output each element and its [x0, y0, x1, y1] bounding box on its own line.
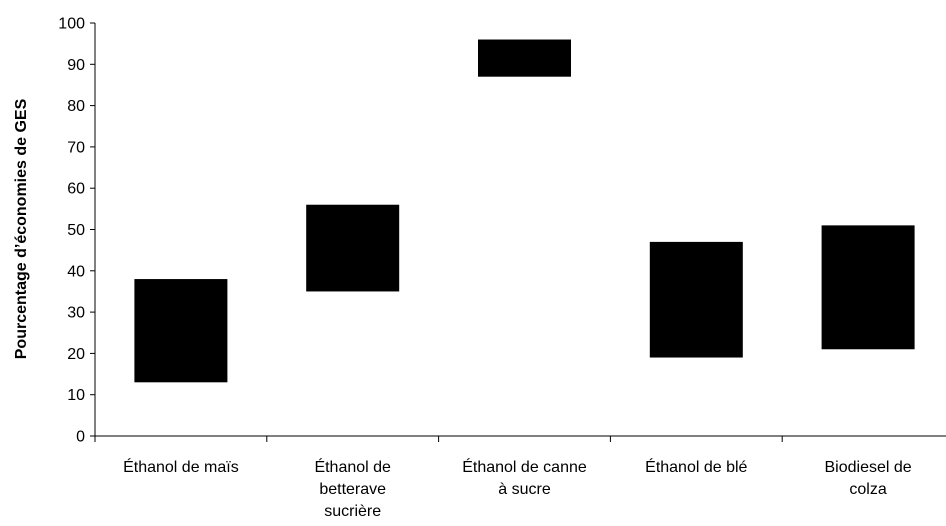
- range-bar: [306, 204, 400, 292]
- x-category-label-line: colza: [849, 481, 886, 498]
- y-tick-label: 40: [67, 263, 85, 280]
- y-tick-label: 50: [67, 222, 85, 239]
- x-category-label: Biodiesel de colza: [825, 459, 912, 498]
- x-category-label-line: Biodiesel de: [825, 459, 912, 476]
- y-axis-title-group: Pourcentage d’économies de GES: [13, 98, 30, 359]
- range-bar: [649, 241, 743, 358]
- x-labels: Éthanol de maïs Éthanol de betterave sucriè…: [123, 457, 912, 520]
- x-category-label-line: Éthanol de: [314, 457, 391, 476]
- x-category-label: Éthanol de canne à sucre: [462, 457, 587, 498]
- y-tick-label: 30: [67, 305, 85, 322]
- x-category-label: Éthanol de maïs: [123, 457, 239, 476]
- y-tick-label: 0: [76, 429, 85, 446]
- y-tick-label: 80: [67, 98, 85, 115]
- x-category-label: Éthanol de blé: [645, 457, 747, 476]
- x-category-label-line: betterave: [319, 481, 386, 498]
- y-tick-label: 10: [67, 387, 85, 404]
- range-bar: [134, 279, 228, 383]
- range-bar: [478, 39, 571, 77]
- x-category-label-line: Éthanol de blé: [645, 457, 747, 476]
- x-category-label-line: Éthanol de canne: [462, 457, 587, 476]
- y-tick-label: 20: [67, 346, 85, 363]
- y-ticks: 0 10 20 30 40 50 60 70 80 90 100: [58, 16, 95, 446]
- y-tick-label: 70: [67, 139, 85, 156]
- x-category-label-line: à sucre: [498, 481, 551, 498]
- y-tick-label: 90: [67, 57, 85, 74]
- x-category-label-line: Éthanol de maïs: [123, 457, 239, 476]
- y-axis-title: Pourcentage d’économies de GES: [13, 98, 30, 359]
- bars: [134, 39, 915, 383]
- x-category-label: Éthanol de betterave sucrière: [314, 457, 391, 520]
- y-tick-label: 100: [58, 16, 85, 33]
- range-bar: [821, 225, 915, 350]
- y-tick-label: 60: [67, 181, 85, 198]
- x-category-label-line: sucrière: [324, 503, 381, 520]
